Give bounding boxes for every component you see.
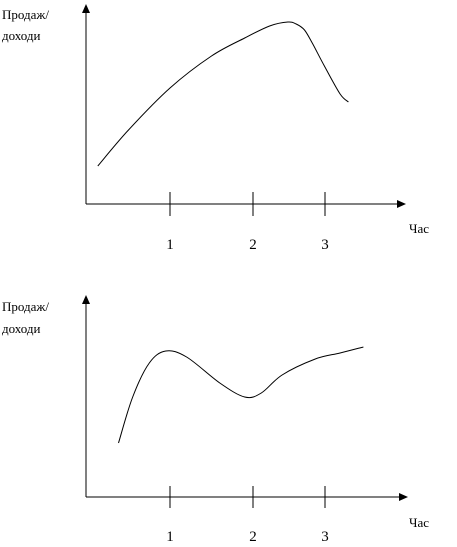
x-axis-arrowhead [399,493,408,501]
y-axis-label-line-1: Продаж/ [2,7,49,22]
chart-panel-bottom: Продаж/ доходи 1 2 3 Час [2,295,429,545]
y-axis-label-line-1: Продаж/ [2,299,49,314]
x-axis-label: Час [409,221,429,236]
y-axis-label-line-2: доходи [2,321,41,336]
x-tick-label-2: 2 [249,237,257,253]
chart-panel-top: Продаж/ доходи 1 2 3 Час [2,4,429,253]
series-line [118,346,364,444]
x-axis-label: Час [409,515,429,530]
y-axis-arrowhead [82,4,90,13]
x-tick-label-3: 3 [321,529,329,545]
x-tick-label-3: 3 [321,237,329,253]
series-line [97,21,349,167]
x-tick-label-2: 2 [249,529,257,545]
x-tick-label-1: 1 [166,529,174,545]
y-axis-label-line-2: доходи [2,28,41,43]
x-axis-arrowhead [397,200,406,208]
x-tick-label-1: 1 [166,237,174,253]
y-axis-arrowhead [82,295,90,304]
